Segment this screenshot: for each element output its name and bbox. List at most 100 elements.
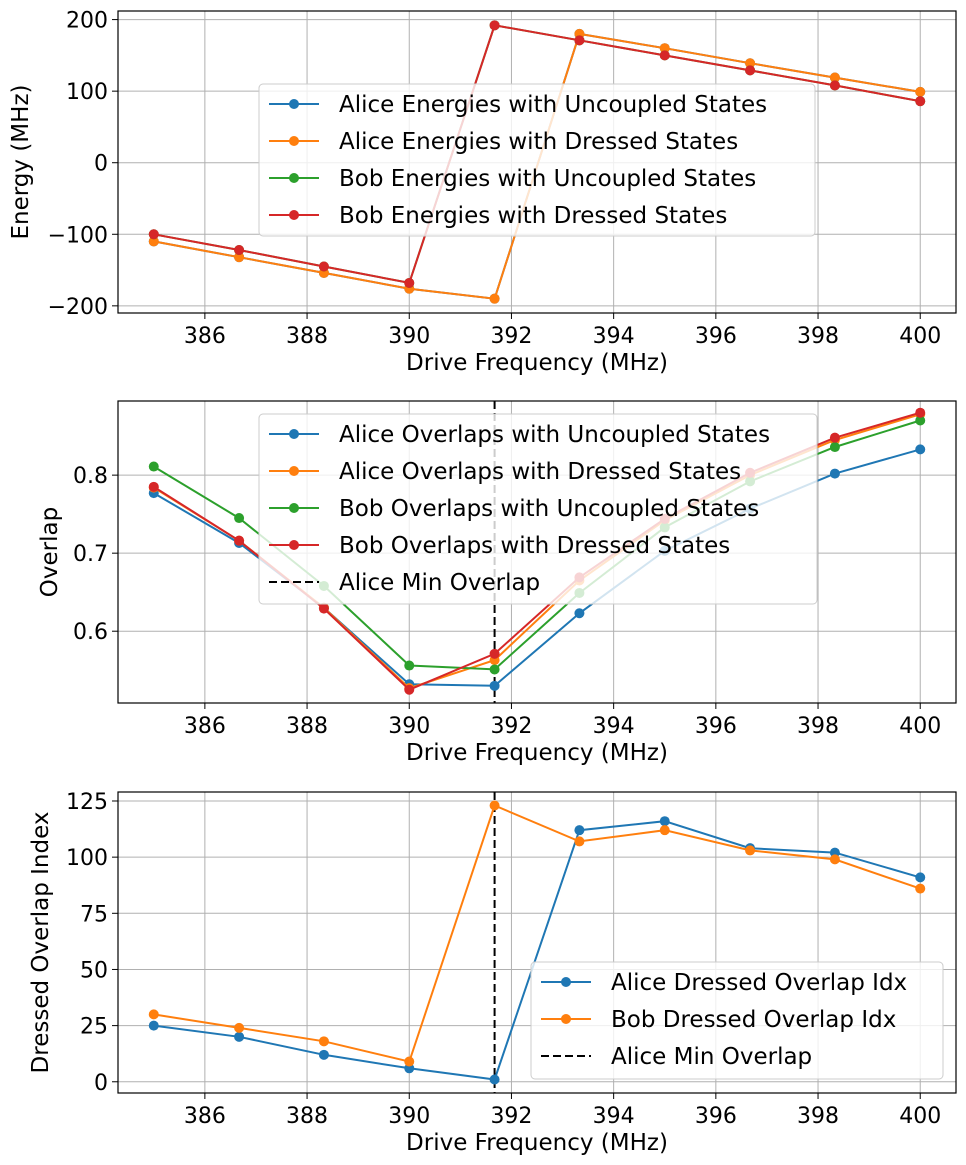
series-3-point <box>489 664 500 675</box>
y-tick-label: 100 <box>66 80 108 105</box>
series-2-point <box>148 236 159 247</box>
x-tick-label: 398 <box>797 1104 839 1129</box>
series-4-point <box>489 648 500 659</box>
legend: Alice Dressed Overlap Idx Bob Dressed Ove… <box>530 961 944 1080</box>
series-4-point <box>404 684 415 695</box>
legend-label: Bob Energies with Uncoupled States <box>339 166 756 192</box>
x-tick-label: 386 <box>184 324 226 349</box>
legend-swatch-marker <box>289 99 299 109</box>
series-1-point <box>915 444 926 455</box>
plot-frame <box>117 10 957 314</box>
y-tick-label: −100 <box>48 223 108 248</box>
series-2-point <box>829 854 840 865</box>
series-4-point <box>318 261 329 272</box>
series-4-point <box>148 481 159 492</box>
x-tick-label: 394 <box>593 1104 635 1129</box>
series-2-point <box>148 1009 159 1020</box>
series-1-point <box>234 1031 245 1042</box>
series-2-point <box>745 845 756 856</box>
legend-label: Bob Overlaps with Uncoupled States <box>339 496 759 522</box>
series-2-point <box>234 1022 245 1033</box>
series-line-1 <box>153 820 921 1081</box>
x-tick-label: 394 <box>593 324 635 349</box>
series-4-point <box>829 80 840 91</box>
series-1-point <box>574 825 585 836</box>
series-4-point <box>829 432 840 443</box>
x-tick-label: 392 <box>490 714 532 739</box>
y-tick-label: 100 <box>66 846 108 871</box>
legend-swatch-marker <box>289 136 299 146</box>
x-tick-label: 400 <box>899 1104 941 1129</box>
series-4-point <box>574 35 585 46</box>
series-2-point <box>574 836 585 847</box>
chart-3: 386 388 390 392 394 396 398 400 0 25 50 75 100 125 Dri… <box>28 790 957 1156</box>
x-tick-label: 396 <box>695 324 737 349</box>
y-tick-label: 125 <box>66 790 108 815</box>
series-2-point <box>659 43 670 54</box>
series-2-point <box>318 1036 329 1047</box>
series-1-point <box>659 816 670 827</box>
legend-label: Bob Energies with Dressed States <box>339 203 727 229</box>
x-tick-label: 398 <box>797 324 839 349</box>
series-4-point <box>148 229 159 240</box>
x-tick-label: 388 <box>286 1104 328 1129</box>
x-tick-label: 396 <box>695 1104 737 1129</box>
y-axis-label: Dressed Overlap Index <box>28 812 54 1074</box>
legend-label: Alice Dressed Overlap Idx <box>611 970 907 996</box>
y-axis-label: Overlap <box>37 507 63 597</box>
y-tick-label: 25 <box>80 1015 108 1040</box>
y-tick-label: 0.8 <box>73 464 108 489</box>
y-tick-label: 0 <box>94 1071 108 1096</box>
legend-label: Alice Energies with Dressed States <box>339 129 738 155</box>
series-1-point <box>318 1049 329 1060</box>
series-1-point <box>489 680 500 691</box>
y-tick-label: 50 <box>80 958 108 983</box>
series-4-point <box>404 277 415 288</box>
chart-1: 386 388 390 392 394 396 398 400 −200 −100 0 100 200 D… <box>8 9 957 376</box>
legend-swatch-marker <box>561 1014 571 1024</box>
series-3-point <box>404 660 415 671</box>
x-tick-label: 386 <box>184 1104 226 1129</box>
x-axis-label: Drive Frequency (MHz) <box>406 350 668 376</box>
series-line-4 <box>153 24 921 285</box>
series-4-point <box>915 96 926 107</box>
series-1-point <box>489 1074 500 1085</box>
series-2-point <box>829 72 840 83</box>
series-2-point <box>745 58 756 69</box>
series-3-point <box>915 415 926 426</box>
series-4-point <box>318 603 329 614</box>
x-tick-label: 386 <box>184 714 226 739</box>
series-2-point <box>659 825 670 836</box>
legend-swatch-marker <box>289 210 299 220</box>
x-tick-label: 388 <box>286 714 328 739</box>
legend-box <box>258 413 818 605</box>
x-tick-label: 388 <box>286 324 328 349</box>
legend: Alice Energies with Uncoupled States Alic… <box>258 83 816 237</box>
series-4-point <box>234 245 245 256</box>
y-axis-label: Energy (MHz) <box>8 85 34 240</box>
y-tick-label: 200 <box>66 9 108 34</box>
series-3-point <box>829 442 840 453</box>
series-4-point <box>234 535 245 546</box>
y-tick-label: 0.6 <box>73 620 108 645</box>
legend-box <box>258 83 816 237</box>
legend-label: Alice Min Overlap <box>339 570 540 596</box>
plot-frame <box>117 400 957 704</box>
legend-swatch-marker <box>561 977 571 987</box>
series-2-point <box>915 883 926 894</box>
series-1-point <box>915 872 926 883</box>
series-2-point <box>489 293 500 304</box>
chart-2: 386 388 390 392 394 396 398 400 0.6 0.7 0.8 Drive F… <box>37 400 957 766</box>
series-4-point <box>915 407 926 418</box>
legend-swatch-marker <box>289 429 299 439</box>
x-tick-label: 392 <box>490 324 532 349</box>
legend: Alice Overlaps with Uncoupled States Alic… <box>258 413 818 605</box>
series-line-2 <box>153 804 921 1063</box>
series-3-point <box>234 513 245 524</box>
series-1-point <box>829 468 840 479</box>
legend-swatch-marker <box>289 503 299 513</box>
legend-label: Alice Overlaps with Dressed States <box>339 459 741 485</box>
x-tick-label: 394 <box>593 714 635 739</box>
legend-label: Alice Energies with Uncoupled States <box>339 92 767 118</box>
